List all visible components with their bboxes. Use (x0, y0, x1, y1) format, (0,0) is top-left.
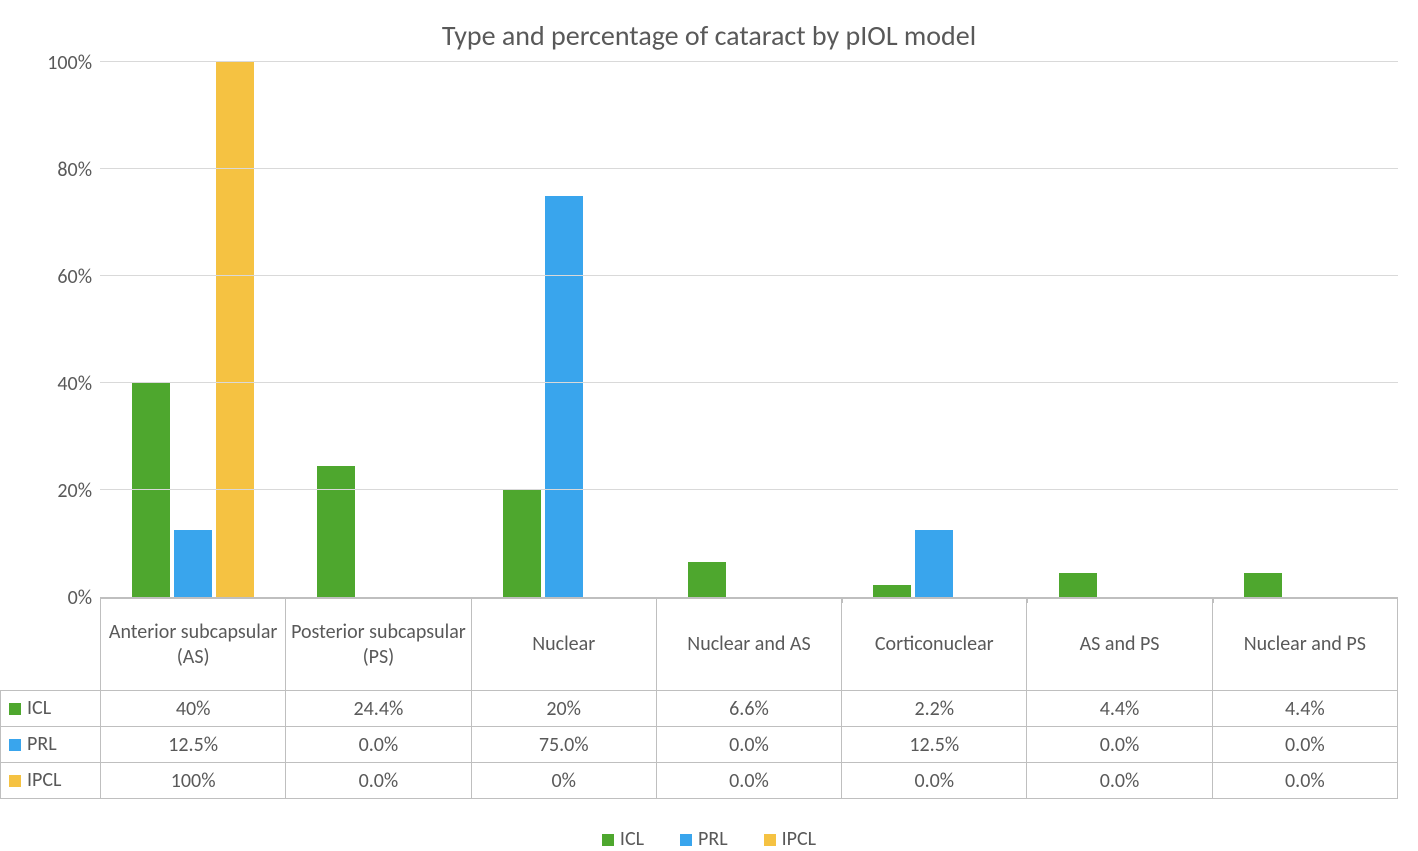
bar-groups (100, 63, 1398, 597)
bar (317, 466, 355, 597)
data-cell: 6.6% (656, 691, 841, 727)
legend-swatch (602, 834, 614, 846)
y-tick-label: 20% (57, 479, 92, 503)
category-label: Posterior subcapsular (PS) (286, 599, 471, 691)
legend-swatch (680, 834, 692, 846)
data-table: ICL PRL IPCL Anterior subcapsular (AS)Post… (0, 598, 1398, 799)
y-tick-label: 80% (57, 158, 92, 182)
series-name: ICL (27, 696, 51, 720)
bar-group (100, 63, 285, 597)
y-tick-label: 100% (47, 51, 92, 75)
legend-label: ICL (620, 827, 644, 851)
category-label: Nuclear and PS (1212, 599, 1397, 691)
legend-swatch (764, 834, 776, 846)
y-tick-label: 60% (57, 265, 92, 289)
data-cell: 12.5% (842, 727, 1027, 763)
series-row-header: PRL (1, 726, 101, 762)
bar (1059, 573, 1097, 597)
category-label: Nuclear (471, 599, 656, 691)
legend-item: PRL (680, 827, 728, 851)
bar-group (842, 63, 1027, 597)
data-cell: 2.2% (842, 691, 1027, 727)
grid-line (100, 61, 1398, 62)
data-cell: 0.0% (286, 727, 471, 763)
data-cell: 75.0% (471, 727, 656, 763)
series-swatch (9, 739, 21, 751)
category-label: Anterior subcapsular (AS) (101, 599, 286, 691)
data-cell: 0.0% (286, 763, 471, 799)
category-label: AS and PS (1027, 599, 1212, 691)
x-tick (100, 597, 101, 603)
bar (216, 62, 254, 597)
row-header-blank (1, 598, 101, 690)
series-row-header: ICL (1, 690, 101, 726)
legend: ICL PRL IPCL (0, 799, 1418, 851)
data-cell: 0.0% (1027, 727, 1212, 763)
bar-group (656, 63, 841, 597)
grid-line (100, 168, 1398, 169)
data-cell: 4.4% (1212, 691, 1397, 727)
series-swatch (9, 703, 21, 715)
data-cell: 0.0% (1027, 763, 1212, 799)
bar (873, 585, 911, 597)
data-table-body: Anterior subcapsular (AS)Posterior subca… (100, 598, 1398, 799)
x-tick (1213, 597, 1214, 603)
data-cell: 4.4% (1027, 691, 1212, 727)
data-cell: 24.4% (286, 691, 471, 727)
data-cell: 0.0% (656, 727, 841, 763)
x-tick (1027, 597, 1028, 603)
bar (915, 530, 953, 597)
bar (545, 196, 583, 597)
plot-area (100, 63, 1398, 598)
data-cell: 0.0% (842, 763, 1027, 799)
bar-group (1213, 63, 1398, 597)
data-cell: 12.5% (101, 727, 286, 763)
series-row-header: IPCL (1, 762, 101, 798)
legend-item: ICL (602, 827, 644, 851)
plot-row: 0%20%40%60%80%100% (0, 63, 1418, 598)
data-cell: 20% (471, 691, 656, 727)
data-cell: 0% (471, 763, 656, 799)
data-cell: 0.0% (656, 763, 841, 799)
bar-group (471, 63, 656, 597)
bar (1244, 573, 1282, 597)
bar (132, 383, 170, 597)
chart-container: Type and percentage of cataract by pIOL … (0, 0, 1418, 825)
series-name: IPCL (27, 768, 61, 792)
x-tick (842, 597, 843, 603)
legend-label: IPCL (782, 827, 816, 851)
grid-line (100, 275, 1398, 276)
y-tick-label: 40% (57, 372, 92, 396)
chart-title: Type and percentage of cataract by pIOL … (0, 0, 1418, 63)
data-table-row-headers: ICL PRL IPCL (0, 598, 100, 799)
data-cell: 0.0% (1212, 727, 1397, 763)
grid-line (100, 382, 1398, 383)
y-axis: 0%20%40%60%80%100% (0, 63, 100, 598)
data-cell: 100% (101, 763, 286, 799)
bar (688, 562, 726, 597)
legend-label: PRL (698, 827, 728, 851)
bar-group (285, 63, 470, 597)
category-label: Corticonuclear (842, 599, 1027, 691)
series-swatch (9, 775, 21, 787)
bar (503, 490, 541, 597)
x-tick (471, 597, 472, 603)
series-name: PRL (27, 732, 57, 756)
data-cell: 0.0% (1212, 763, 1397, 799)
x-tick (656, 597, 657, 603)
data-cell: 40% (101, 691, 286, 727)
bar (174, 530, 212, 597)
category-label: Nuclear and AS (656, 599, 841, 691)
bar-group (1027, 63, 1212, 597)
legend-item: IPCL (764, 827, 816, 851)
grid-line (100, 489, 1398, 490)
y-tick-label: 0% (68, 586, 92, 610)
x-tick (285, 597, 286, 603)
